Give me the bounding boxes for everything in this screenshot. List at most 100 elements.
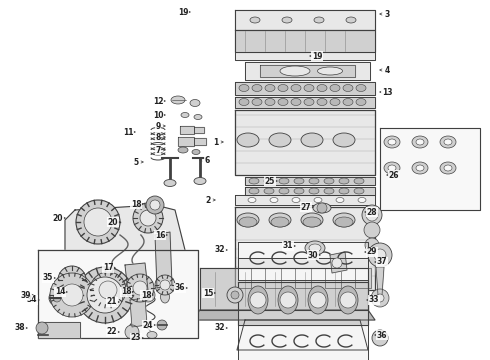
Ellipse shape (239, 217, 257, 227)
Text: 29: 29 (367, 248, 377, 256)
Polygon shape (194, 127, 204, 133)
Ellipse shape (354, 188, 364, 194)
Polygon shape (355, 268, 371, 288)
Text: 9: 9 (155, 122, 161, 131)
Ellipse shape (384, 162, 400, 174)
Ellipse shape (314, 198, 322, 202)
Ellipse shape (384, 136, 400, 148)
Ellipse shape (265, 85, 275, 91)
Circle shape (250, 292, 266, 308)
Ellipse shape (264, 188, 274, 194)
Text: 3: 3 (384, 9, 390, 18)
Text: 23: 23 (131, 333, 141, 342)
Ellipse shape (278, 85, 288, 91)
Circle shape (366, 209, 378, 221)
Circle shape (155, 275, 175, 295)
Text: 6: 6 (204, 156, 210, 165)
Text: 17: 17 (103, 264, 113, 273)
Ellipse shape (178, 147, 188, 153)
Circle shape (53, 294, 61, 302)
Polygon shape (330, 252, 347, 273)
Text: 15: 15 (203, 288, 213, 297)
Text: 36: 36 (175, 284, 185, 292)
Text: 5: 5 (133, 158, 139, 166)
Polygon shape (295, 268, 311, 288)
Ellipse shape (335, 217, 353, 227)
Circle shape (99, 281, 117, 299)
Ellipse shape (339, 188, 349, 194)
Circle shape (160, 280, 170, 290)
Polygon shape (235, 30, 375, 52)
Ellipse shape (252, 99, 262, 105)
Circle shape (76, 200, 120, 244)
Ellipse shape (343, 85, 353, 91)
Polygon shape (376, 267, 384, 295)
Polygon shape (38, 322, 80, 338)
Text: 28: 28 (367, 207, 377, 216)
Circle shape (126, 274, 154, 302)
Circle shape (374, 249, 386, 261)
Circle shape (58, 266, 86, 294)
Circle shape (317, 203, 327, 213)
Polygon shape (260, 65, 355, 77)
Circle shape (125, 325, 139, 339)
Polygon shape (38, 250, 198, 338)
Polygon shape (325, 268, 341, 288)
Ellipse shape (354, 178, 364, 184)
Ellipse shape (164, 180, 176, 186)
Circle shape (365, 238, 379, 252)
Circle shape (50, 273, 94, 317)
Text: 21: 21 (107, 297, 117, 306)
Text: 19: 19 (178, 8, 188, 17)
Circle shape (157, 320, 167, 330)
Ellipse shape (416, 165, 424, 171)
Circle shape (150, 200, 160, 210)
Polygon shape (125, 263, 148, 292)
Text: 7: 7 (155, 145, 161, 154)
Circle shape (87, 277, 123, 313)
Circle shape (36, 322, 48, 334)
Text: 16: 16 (155, 230, 165, 239)
Text: 8: 8 (155, 132, 161, 141)
Circle shape (372, 330, 388, 346)
Ellipse shape (317, 85, 327, 91)
Ellipse shape (356, 99, 366, 105)
Text: 39: 39 (21, 291, 31, 300)
Polygon shape (245, 187, 375, 195)
Polygon shape (245, 177, 375, 185)
Text: 12: 12 (153, 96, 163, 105)
Ellipse shape (336, 198, 344, 202)
Ellipse shape (416, 139, 424, 145)
Ellipse shape (171, 96, 185, 104)
Ellipse shape (271, 217, 289, 227)
Text: 34: 34 (27, 296, 37, 305)
Ellipse shape (291, 85, 301, 91)
Ellipse shape (309, 178, 319, 184)
Ellipse shape (314, 17, 324, 23)
Circle shape (49, 290, 65, 306)
Ellipse shape (282, 17, 292, 23)
Circle shape (141, 288, 155, 302)
Ellipse shape (270, 198, 278, 202)
Ellipse shape (309, 188, 319, 194)
Text: 32: 32 (215, 324, 225, 333)
Circle shape (227, 287, 243, 303)
Polygon shape (235, 268, 251, 288)
Ellipse shape (301, 133, 323, 147)
Text: 27: 27 (301, 202, 311, 212)
Text: 33: 33 (369, 296, 379, 305)
Polygon shape (235, 110, 375, 175)
Ellipse shape (147, 332, 157, 338)
Polygon shape (238, 258, 368, 268)
Polygon shape (235, 207, 375, 290)
Ellipse shape (444, 165, 452, 171)
Ellipse shape (313, 203, 331, 213)
Text: 13: 13 (382, 87, 392, 96)
Polygon shape (130, 298, 147, 327)
Ellipse shape (250, 17, 260, 23)
Circle shape (332, 258, 342, 268)
Ellipse shape (440, 162, 456, 174)
Circle shape (133, 203, 163, 233)
Circle shape (376, 294, 384, 302)
Polygon shape (194, 138, 206, 145)
